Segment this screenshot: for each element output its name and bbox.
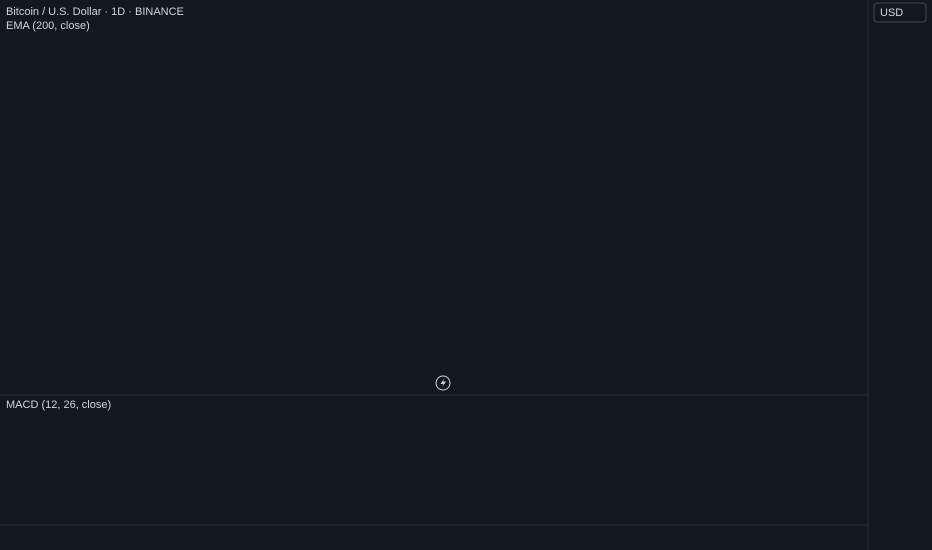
currency-label: USD [880,7,903,19]
ema-legend: EMA (200, close) [6,20,90,32]
currency-button[interactable] [873,2,927,23]
macd-legend: MACD (12, 26, close) [6,399,111,411]
symbol-title: Bitcoin / U.S. Dollar · 1D · BINANCE [6,6,184,18]
alert-icon [435,375,451,391]
